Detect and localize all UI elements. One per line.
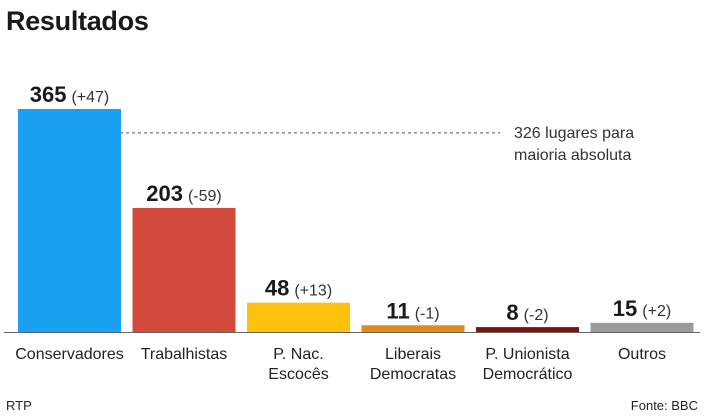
bar: [590, 322, 694, 332]
category-label: Democrático: [483, 366, 573, 383]
bar-value-label: 8 (-2): [506, 300, 548, 325]
bar: [476, 327, 579, 332]
category-label: Democratas: [370, 366, 456, 383]
chart-title: Resultados: [6, 6, 149, 36]
category-label: Outros: [618, 346, 666, 363]
bar: [361, 325, 465, 332]
source-credit: RTP: [6, 398, 32, 413]
category-label: Trabalhistas: [141, 346, 228, 363]
majority-label: 326 lugares para: [514, 125, 634, 142]
category-label: Liberais: [385, 346, 441, 363]
bar-value-label: 48 (+13): [265, 276, 332, 301]
bar: [247, 302, 350, 332]
majority-label: maioria absoluta: [514, 147, 632, 164]
bar: [132, 207, 236, 332]
data-source: Fonte: BBC: [630, 398, 698, 413]
bar-value-label: 11 (-1): [386, 298, 439, 323]
bar: [18, 109, 121, 332]
category-label: Escocês: [268, 366, 328, 383]
bar-value-label: 365 (+47): [30, 82, 110, 107]
category-label: P. Unionista: [485, 346, 569, 363]
bar-value-label: 15 (+2): [613, 296, 671, 321]
category-label: P. Nac.: [273, 346, 323, 363]
category-label: Conservadores: [15, 346, 124, 363]
bar-value-label: 203 (-59): [146, 181, 222, 206]
